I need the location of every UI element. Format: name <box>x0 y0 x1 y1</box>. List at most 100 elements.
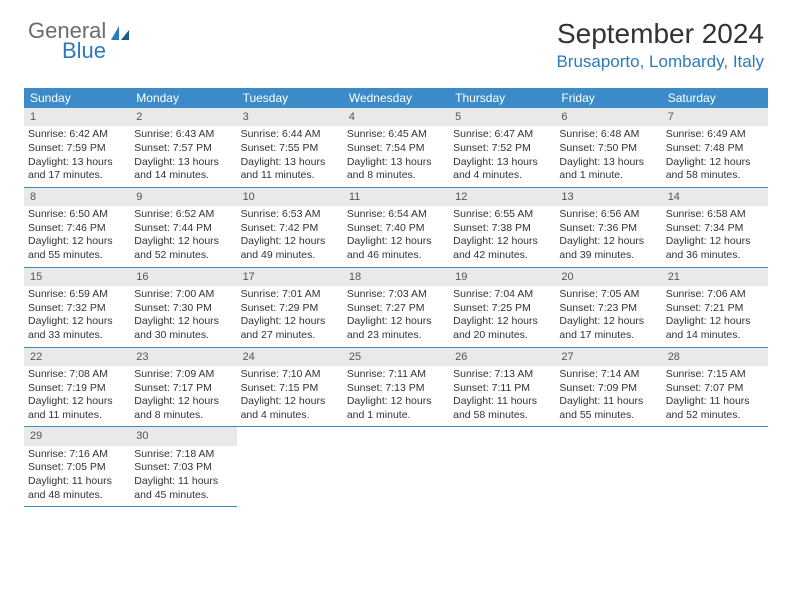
daylight-text: Daylight: 12 hours <box>453 235 551 249</box>
day-number: 6 <box>555 108 661 126</box>
sunrise-text: Sunrise: 6:56 AM <box>559 208 657 222</box>
weekday-header: Wednesday <box>343 88 449 108</box>
day-body: Sunrise: 7:09 AMSunset: 7:17 PMDaylight:… <box>130 366 236 427</box>
daylight-text: Daylight: 11 hours <box>559 395 657 409</box>
daylight-text: and 17 minutes. <box>559 329 657 343</box>
day-body: Sunrise: 7:14 AMSunset: 7:09 PMDaylight:… <box>555 366 661 427</box>
daylight-text: and 20 minutes. <box>453 329 551 343</box>
month-title: September 2024 <box>556 18 764 50</box>
sunset-text: Sunset: 7:25 PM <box>453 302 551 316</box>
daylight-text: Daylight: 12 hours <box>453 315 551 329</box>
daylight-text: and 30 minutes. <box>134 329 232 343</box>
day-number: 17 <box>237 268 343 286</box>
sunrise-text: Sunrise: 6:55 AM <box>453 208 551 222</box>
daylight-text: Daylight: 11 hours <box>666 395 764 409</box>
day-number: 20 <box>555 268 661 286</box>
daylight-text: Daylight: 12 hours <box>666 315 764 329</box>
sunrise-text: Sunrise: 6:44 AM <box>241 128 339 142</box>
sunset-text: Sunset: 7:19 PM <box>28 382 126 396</box>
sunset-text: Sunset: 7:21 PM <box>666 302 764 316</box>
day-body: Sunrise: 6:59 AMSunset: 7:32 PMDaylight:… <box>24 286 130 347</box>
day-number: 16 <box>130 268 236 286</box>
sunset-text: Sunset: 7:40 PM <box>347 222 445 236</box>
sunrise-text: Sunrise: 6:47 AM <box>453 128 551 142</box>
sunset-text: Sunset: 7:48 PM <box>666 142 764 156</box>
daylight-text: and 49 minutes. <box>241 249 339 263</box>
day-number: 12 <box>449 188 555 206</box>
logo-text-blue: Blue <box>62 38 106 64</box>
day-cell: 8Sunrise: 6:50 AMSunset: 7:46 PMDaylight… <box>24 188 130 267</box>
sunrise-text: Sunrise: 7:06 AM <box>666 288 764 302</box>
week-row: 22Sunrise: 7:08 AMSunset: 7:19 PMDayligh… <box>24 348 768 428</box>
day-body: Sunrise: 6:56 AMSunset: 7:36 PMDaylight:… <box>555 206 661 267</box>
day-cell: 27Sunrise: 7:14 AMSunset: 7:09 PMDayligh… <box>555 348 661 427</box>
daylight-text: and 33 minutes. <box>28 329 126 343</box>
day-number: 5 <box>449 108 555 126</box>
weekday-header: Friday <box>555 88 661 108</box>
day-number: 14 <box>662 188 768 206</box>
daylight-text: and 58 minutes. <box>453 409 551 423</box>
day-number: 7 <box>662 108 768 126</box>
daylight-text: Daylight: 13 hours <box>453 156 551 170</box>
day-body: Sunrise: 6:45 AMSunset: 7:54 PMDaylight:… <box>343 126 449 187</box>
daylight-text: and 8 minutes. <box>134 409 232 423</box>
sunset-text: Sunset: 7:57 PM <box>134 142 232 156</box>
day-body: Sunrise: 6:42 AMSunset: 7:59 PMDaylight:… <box>24 126 130 187</box>
sunset-text: Sunset: 7:59 PM <box>28 142 126 156</box>
sunrise-text: Sunrise: 6:58 AM <box>666 208 764 222</box>
day-cell: 11Sunrise: 6:54 AMSunset: 7:40 PMDayligh… <box>343 188 449 267</box>
day-cell: 19Sunrise: 7:04 AMSunset: 7:25 PMDayligh… <box>449 268 555 347</box>
daylight-text: and 52 minutes. <box>666 409 764 423</box>
day-body: Sunrise: 6:54 AMSunset: 7:40 PMDaylight:… <box>343 206 449 267</box>
daylight-text: Daylight: 13 hours <box>559 156 657 170</box>
daylight-text: and 58 minutes. <box>666 169 764 183</box>
sunset-text: Sunset: 7:34 PM <box>666 222 764 236</box>
day-cell: 3Sunrise: 6:44 AMSunset: 7:55 PMDaylight… <box>237 108 343 187</box>
day-body: Sunrise: 7:05 AMSunset: 7:23 PMDaylight:… <box>555 286 661 347</box>
weekday-header: Thursday <box>449 88 555 108</box>
sunset-text: Sunset: 7:52 PM <box>453 142 551 156</box>
day-number: 24 <box>237 348 343 366</box>
daylight-text: Daylight: 11 hours <box>453 395 551 409</box>
sunrise-text: Sunrise: 7:14 AM <box>559 368 657 382</box>
daylight-text: and 14 minutes. <box>134 169 232 183</box>
sunrise-text: Sunrise: 6:54 AM <box>347 208 445 222</box>
day-cell: 20Sunrise: 7:05 AMSunset: 7:23 PMDayligh… <box>555 268 661 347</box>
daylight-text: and 1 minute. <box>559 169 657 183</box>
sunset-text: Sunset: 7:44 PM <box>134 222 232 236</box>
sunrise-text: Sunrise: 6:53 AM <box>241 208 339 222</box>
day-number: 18 <box>343 268 449 286</box>
sunrise-text: Sunrise: 7:08 AM <box>28 368 126 382</box>
sunrise-text: Sunrise: 6:50 AM <box>28 208 126 222</box>
day-cell: 18Sunrise: 7:03 AMSunset: 7:27 PMDayligh… <box>343 268 449 347</box>
day-cell: 28Sunrise: 7:15 AMSunset: 7:07 PMDayligh… <box>662 348 768 427</box>
daylight-text: Daylight: 12 hours <box>559 235 657 249</box>
day-body: Sunrise: 7:18 AMSunset: 7:03 PMDaylight:… <box>130 446 236 507</box>
sunset-text: Sunset: 7:32 PM <box>28 302 126 316</box>
sunset-text: Sunset: 7:38 PM <box>453 222 551 236</box>
daylight-text: Daylight: 12 hours <box>347 235 445 249</box>
daylight-text: and 4 minutes. <box>453 169 551 183</box>
sunset-text: Sunset: 7:55 PM <box>241 142 339 156</box>
sunset-text: Sunset: 7:11 PM <box>453 382 551 396</box>
day-number: 1 <box>24 108 130 126</box>
day-cell: 30Sunrise: 7:18 AMSunset: 7:03 PMDayligh… <box>130 427 236 507</box>
day-number: 2 <box>130 108 236 126</box>
day-body: Sunrise: 6:43 AMSunset: 7:57 PMDaylight:… <box>130 126 236 187</box>
day-cell: 7Sunrise: 6:49 AMSunset: 7:48 PMDaylight… <box>662 108 768 187</box>
day-body: Sunrise: 7:06 AMSunset: 7:21 PMDaylight:… <box>662 286 768 347</box>
sunrise-text: Sunrise: 7:18 AM <box>134 448 232 462</box>
sunset-text: Sunset: 7:05 PM <box>28 461 126 475</box>
logo: General Blue <box>28 18 131 64</box>
daylight-text: Daylight: 13 hours <box>347 156 445 170</box>
sunset-text: Sunset: 7:54 PM <box>347 142 445 156</box>
daylight-text: Daylight: 12 hours <box>28 235 126 249</box>
day-cell: 26Sunrise: 7:13 AMSunset: 7:11 PMDayligh… <box>449 348 555 427</box>
daylight-text: and 1 minute. <box>347 409 445 423</box>
daylight-text: and 52 minutes. <box>134 249 232 263</box>
sunset-text: Sunset: 7:13 PM <box>347 382 445 396</box>
day-body: Sunrise: 6:47 AMSunset: 7:52 PMDaylight:… <box>449 126 555 187</box>
daylight-text: and 42 minutes. <box>453 249 551 263</box>
weekday-header: Saturday <box>662 88 768 108</box>
sunset-text: Sunset: 7:07 PM <box>666 382 764 396</box>
